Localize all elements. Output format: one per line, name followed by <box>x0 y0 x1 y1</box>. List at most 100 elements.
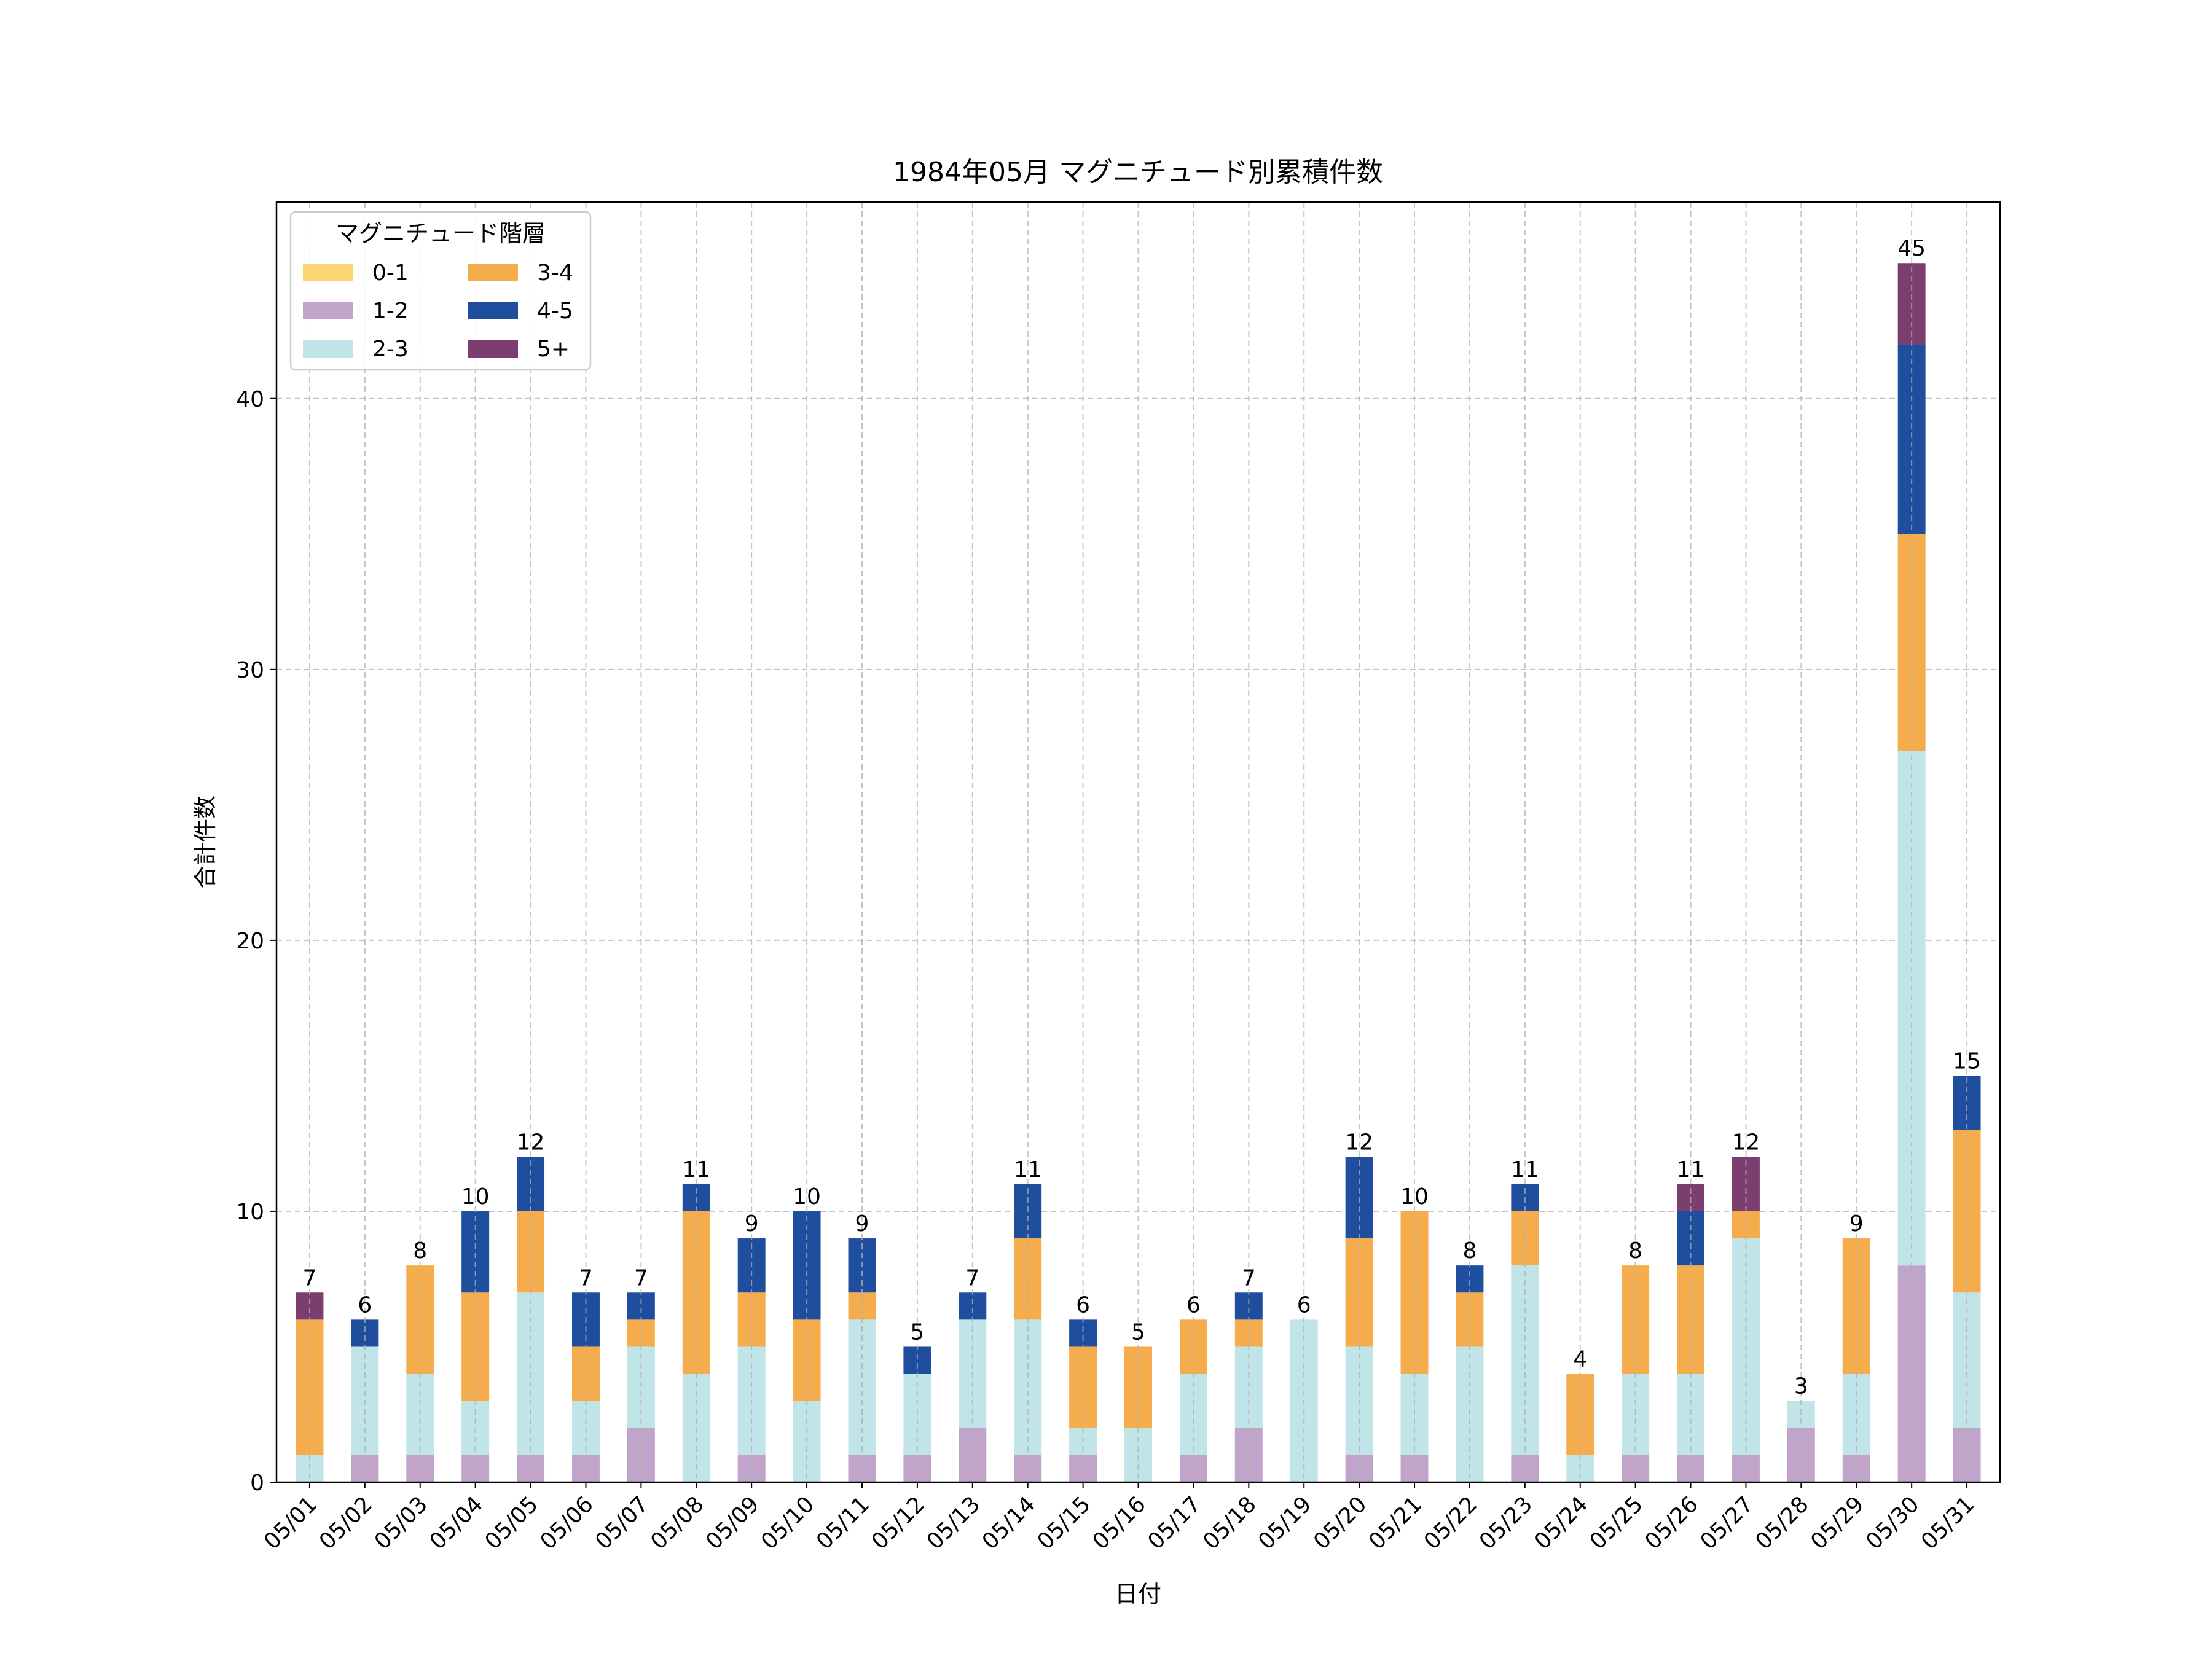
bar-total-label: 8 <box>1462 1238 1477 1264</box>
x-tick-label: 05/18 <box>1198 1491 1261 1554</box>
x-tick-label: 05/25 <box>1585 1491 1648 1554</box>
bar-total-label: 11 <box>1511 1157 1539 1182</box>
x-tick-label: 05/13 <box>922 1491 985 1554</box>
bar-segment <box>627 1292 655 1320</box>
bar-total-label: 6 <box>1186 1292 1201 1318</box>
bar-total-label: 11 <box>1014 1157 1042 1182</box>
bar-segment <box>1842 1238 1870 1374</box>
bar-segment <box>517 1211 545 1293</box>
legend-swatch <box>468 302 518 319</box>
bar-segment <box>959 1292 987 1320</box>
legend-swatch <box>303 264 353 281</box>
y-tick-label: 0 <box>250 1471 264 1496</box>
x-tick-label: 05/27 <box>1695 1491 1758 1554</box>
x-tick-label: 05/08 <box>646 1491 708 1554</box>
x-tick-label: 05/21 <box>1364 1491 1427 1554</box>
x-tick-label: 05/15 <box>1033 1491 1096 1554</box>
y-tick-label: 20 <box>236 929 264 954</box>
x-tick-label: 05/30 <box>1861 1491 1924 1554</box>
bar-segment <box>1069 1319 1097 1347</box>
y-tick-label: 40 <box>236 387 264 412</box>
y-tick-label: 30 <box>236 658 264 683</box>
bar-total-label: 10 <box>461 1184 490 1210</box>
bar-total-label: 3 <box>1794 1374 1808 1399</box>
bar-total-label: 11 <box>682 1157 710 1182</box>
x-tick-label: 05/01 <box>259 1491 322 1554</box>
bar-total-label: 4 <box>1573 1347 1587 1372</box>
bar-segment <box>351 1319 379 1347</box>
legend-label: 4-5 <box>537 299 573 324</box>
bar-total-label: 7 <box>634 1265 648 1291</box>
bar-segment <box>1234 1292 1263 1320</box>
x-tick-label: 05/28 <box>1751 1491 1813 1554</box>
x-tick-label: 05/03 <box>370 1491 433 1554</box>
legend-title: マグニチュード階層 <box>335 220 546 247</box>
bar-total-label: 8 <box>413 1238 427 1264</box>
bar-segment <box>1953 1292 1981 1428</box>
x-axis: 05/0105/0205/0305/0405/0505/0605/0705/08… <box>259 1482 1979 1555</box>
x-tick-label: 05/22 <box>1419 1491 1482 1554</box>
legend-label: 3-4 <box>537 260 573 286</box>
x-tick-label: 05/29 <box>1806 1491 1869 1554</box>
bar-total-label: 8 <box>1628 1238 1642 1264</box>
legend-items: 0-1 1-2 2-3 3-4 4-5 5+ <box>303 260 573 362</box>
bar-segment <box>1234 1319 1263 1347</box>
x-tick-label: 05/26 <box>1641 1491 1703 1554</box>
x-tick-label: 05/12 <box>867 1491 930 1554</box>
bar-total-label: 10 <box>1400 1184 1429 1210</box>
bar-segment <box>848 1292 876 1320</box>
legend-swatch <box>468 264 518 281</box>
bar-segment <box>903 1346 931 1374</box>
x-tick-label: 05/09 <box>701 1491 764 1554</box>
bar-total-label: 9 <box>855 1211 869 1237</box>
legend-swatch <box>303 340 353 358</box>
bar-total-label: 6 <box>1076 1292 1090 1318</box>
x-tick-label: 05/04 <box>425 1491 488 1554</box>
chart-title: 1984年05月 マグニチュード別累積件数 <box>893 157 1383 188</box>
x-tick-label: 05/05 <box>480 1491 543 1554</box>
bar-total-label: 7 <box>579 1265 593 1291</box>
legend: マグニチュード階層 0-1 1-2 2-3 3-4 4-5 5+ <box>289 211 592 371</box>
bar-total-label: 7 <box>302 1265 316 1291</box>
legend-label: 0-1 <box>372 260 409 286</box>
y-axis: 0 10 20 30 40 <box>236 387 276 1496</box>
legend-swatch <box>468 340 518 358</box>
bar-segment <box>1953 1076 1981 1130</box>
legend-label: 1-2 <box>372 299 409 324</box>
x-tick-label: 05/14 <box>978 1491 1040 1554</box>
bar-segment <box>1014 1238 1042 1320</box>
bar-segment <box>627 1319 655 1347</box>
bar-total-label: 6 <box>1297 1292 1311 1318</box>
bar-total-label: 5 <box>910 1319 924 1345</box>
grid-layer-x <box>308 202 1968 1482</box>
bar-total-label: 9 <box>1849 1211 1864 1237</box>
bar-segment <box>793 1319 821 1401</box>
bar-segment <box>296 1292 324 1320</box>
x-tick-label: 05/23 <box>1475 1491 1537 1554</box>
x-tick-label: 05/31 <box>1916 1491 1979 1554</box>
bar-total-label: 7 <box>1242 1265 1256 1291</box>
bar-total-label: 45 <box>1897 236 1926 261</box>
x-tick-label: 05/07 <box>590 1491 653 1554</box>
legend-swatch <box>303 302 353 319</box>
x-tick-label: 05/24 <box>1530 1491 1593 1554</box>
bar-total-label: 15 <box>1953 1049 1981 1074</box>
bar-segment <box>461 1211 490 1293</box>
x-tick-label: 05/19 <box>1253 1491 1316 1554</box>
bar-total-label: 12 <box>1345 1130 1373 1155</box>
bar-segment <box>1456 1265 1484 1293</box>
x-axis-label: 日付 <box>1115 1581 1161 1608</box>
bar-total-label: 12 <box>517 1130 545 1155</box>
bar-segment <box>1897 534 1926 751</box>
x-tick-label: 05/10 <box>756 1491 819 1554</box>
bar-total-label: 10 <box>793 1184 821 1210</box>
legend-label: 5+ <box>537 337 570 362</box>
bar-total-label: 11 <box>1677 1157 1705 1182</box>
x-tick-label: 05/20 <box>1309 1491 1371 1554</box>
x-tick-label: 05/17 <box>1143 1491 1206 1554</box>
bar-total-label: 9 <box>745 1211 759 1237</box>
x-tick-label: 05/02 <box>315 1491 377 1554</box>
y-axis-label: 合計件数 <box>192 795 219 889</box>
